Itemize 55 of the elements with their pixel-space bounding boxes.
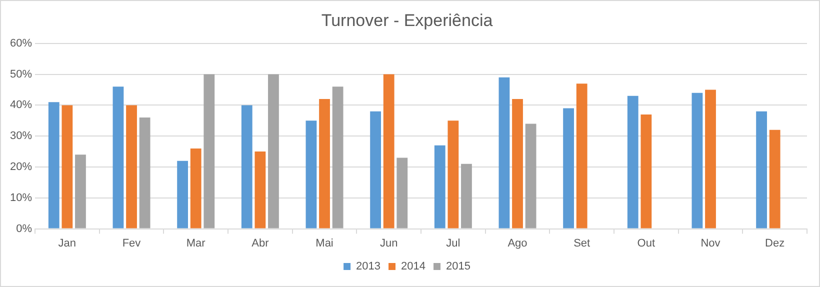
bar — [75, 154, 86, 228]
bar — [512, 99, 523, 228]
bar — [62, 105, 73, 228]
bar — [177, 160, 188, 228]
bar — [576, 84, 588, 228]
bar — [332, 86, 344, 228]
x-tick-label: Jan — [58, 237, 76, 250]
bar — [627, 96, 638, 228]
bar — [139, 118, 150, 228]
bar — [525, 124, 536, 228]
bar — [241, 105, 252, 228]
y-tick-label: 10% — [10, 192, 32, 204]
bar — [498, 77, 510, 228]
bar — [126, 105, 137, 228]
x-tick-label: Set — [574, 237, 590, 250]
y-tick-label: 0% — [16, 222, 32, 235]
chart-title: Turnover - Experiência — [321, 10, 494, 30]
legend-label: 2013 — [356, 260, 381, 273]
bar — [306, 120, 317, 228]
bar — [383, 74, 394, 228]
x-tick-label: Mai — [316, 237, 334, 250]
y-tick-label: 30% — [10, 130, 32, 142]
y-tick-label: 20% — [10, 161, 32, 174]
bar — [563, 108, 574, 228]
bar — [692, 92, 703, 228]
x-tick-label: Mar — [186, 237, 206, 250]
x-tick-label: Out — [637, 237, 656, 250]
x-tick-label: Fev — [122, 237, 142, 250]
bar — [112, 86, 124, 228]
legend-label: 2014 — [401, 260, 426, 273]
x-tick-label: Abr — [252, 237, 270, 250]
bar — [396, 158, 408, 228]
bar — [705, 90, 716, 228]
x-tick-label: Ago — [508, 237, 528, 250]
y-tick-label: 60% — [10, 37, 32, 50]
y-tick-label: 40% — [10, 99, 32, 112]
bar — [461, 164, 472, 228]
bar — [434, 145, 446, 228]
bar — [448, 120, 459, 228]
legend-label: 2015 — [446, 260, 470, 273]
x-tick-label: Jul — [446, 237, 460, 250]
bar — [756, 111, 767, 228]
bar — [204, 74, 215, 228]
bar — [640, 114, 652, 228]
bar — [370, 111, 381, 228]
y-tick-label: 50% — [10, 68, 32, 80]
bar — [48, 102, 60, 228]
bar — [319, 99, 330, 228]
bar — [268, 74, 279, 228]
x-tick-label: Jun — [380, 237, 398, 250]
x-tick-label: Nov — [700, 237, 721, 250]
bar — [254, 152, 266, 228]
bar — [769, 130, 780, 228]
bar — [190, 148, 202, 228]
x-tick-label: Dez — [765, 237, 785, 250]
